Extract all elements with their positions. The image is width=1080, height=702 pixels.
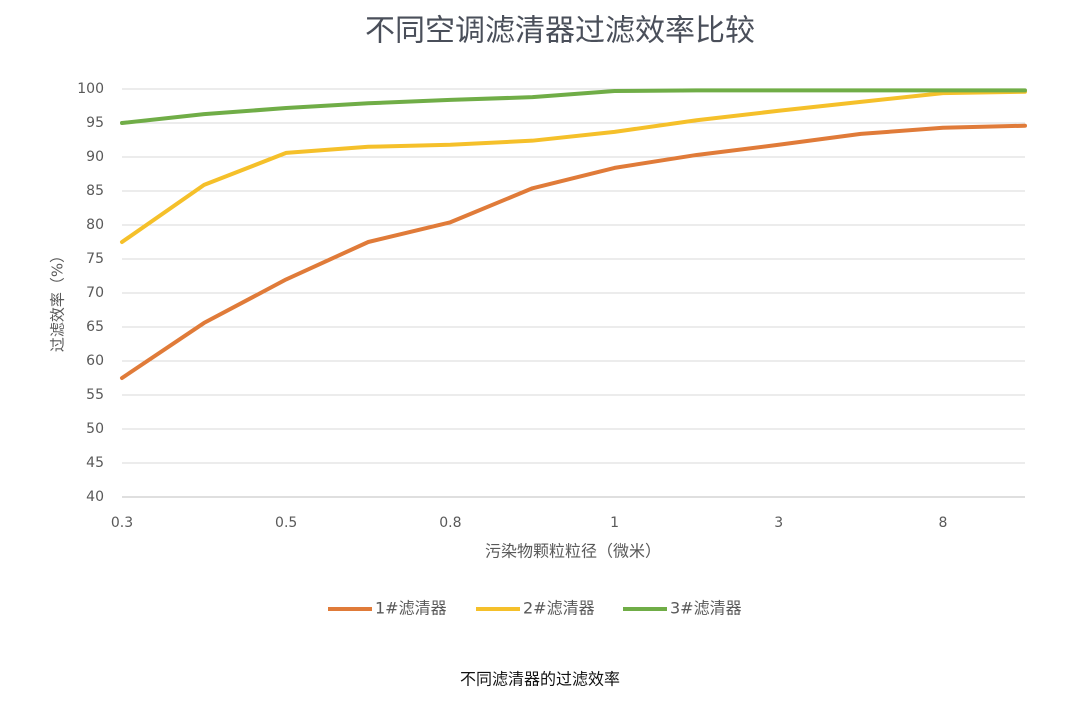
x-tick-label: 0.3: [111, 515, 133, 531]
y-tick-label: 40: [86, 489, 104, 505]
legend-label: 3#滤清器: [670, 599, 742, 618]
y-tick-label: 60: [86, 353, 104, 369]
chart-title: 不同空调滤清器过滤效率比较: [365, 14, 755, 49]
y-tick-label: 100: [77, 81, 104, 97]
x-tick-label: 8: [938, 515, 947, 531]
y-tick-label: 95: [86, 115, 104, 131]
y-tick-label: 65: [86, 319, 104, 335]
legend-label: 2#滤清器: [523, 599, 595, 618]
y-tick-label: 85: [86, 183, 104, 199]
legend-label: 1#滤清器: [375, 599, 447, 618]
y-tick-label: 80: [86, 217, 104, 233]
series-line: [120, 123, 1027, 380]
y-tick-label: 70: [86, 285, 104, 301]
x-axis-label: 污染物颗粒粒径（微米）: [485, 542, 661, 561]
y-tick-label: 50: [86, 421, 104, 437]
x-tick-label: 0.8: [439, 515, 461, 531]
y-axis-label: 过滤效率（%）: [49, 248, 67, 352]
y-tick-label: 75: [86, 251, 104, 267]
y-tick-label: 55: [86, 387, 104, 403]
y-tick-label: 90: [86, 149, 104, 165]
caption: 不同滤清器的过滤效率: [460, 670, 620, 689]
y-tick-label: 45: [86, 455, 104, 471]
x-tick-label: 1: [610, 515, 619, 531]
x-tick-label: 3: [774, 515, 783, 531]
series-line: [120, 88, 1027, 125]
series-line: [120, 89, 1027, 244]
x-tick-label: 0.5: [275, 515, 297, 531]
